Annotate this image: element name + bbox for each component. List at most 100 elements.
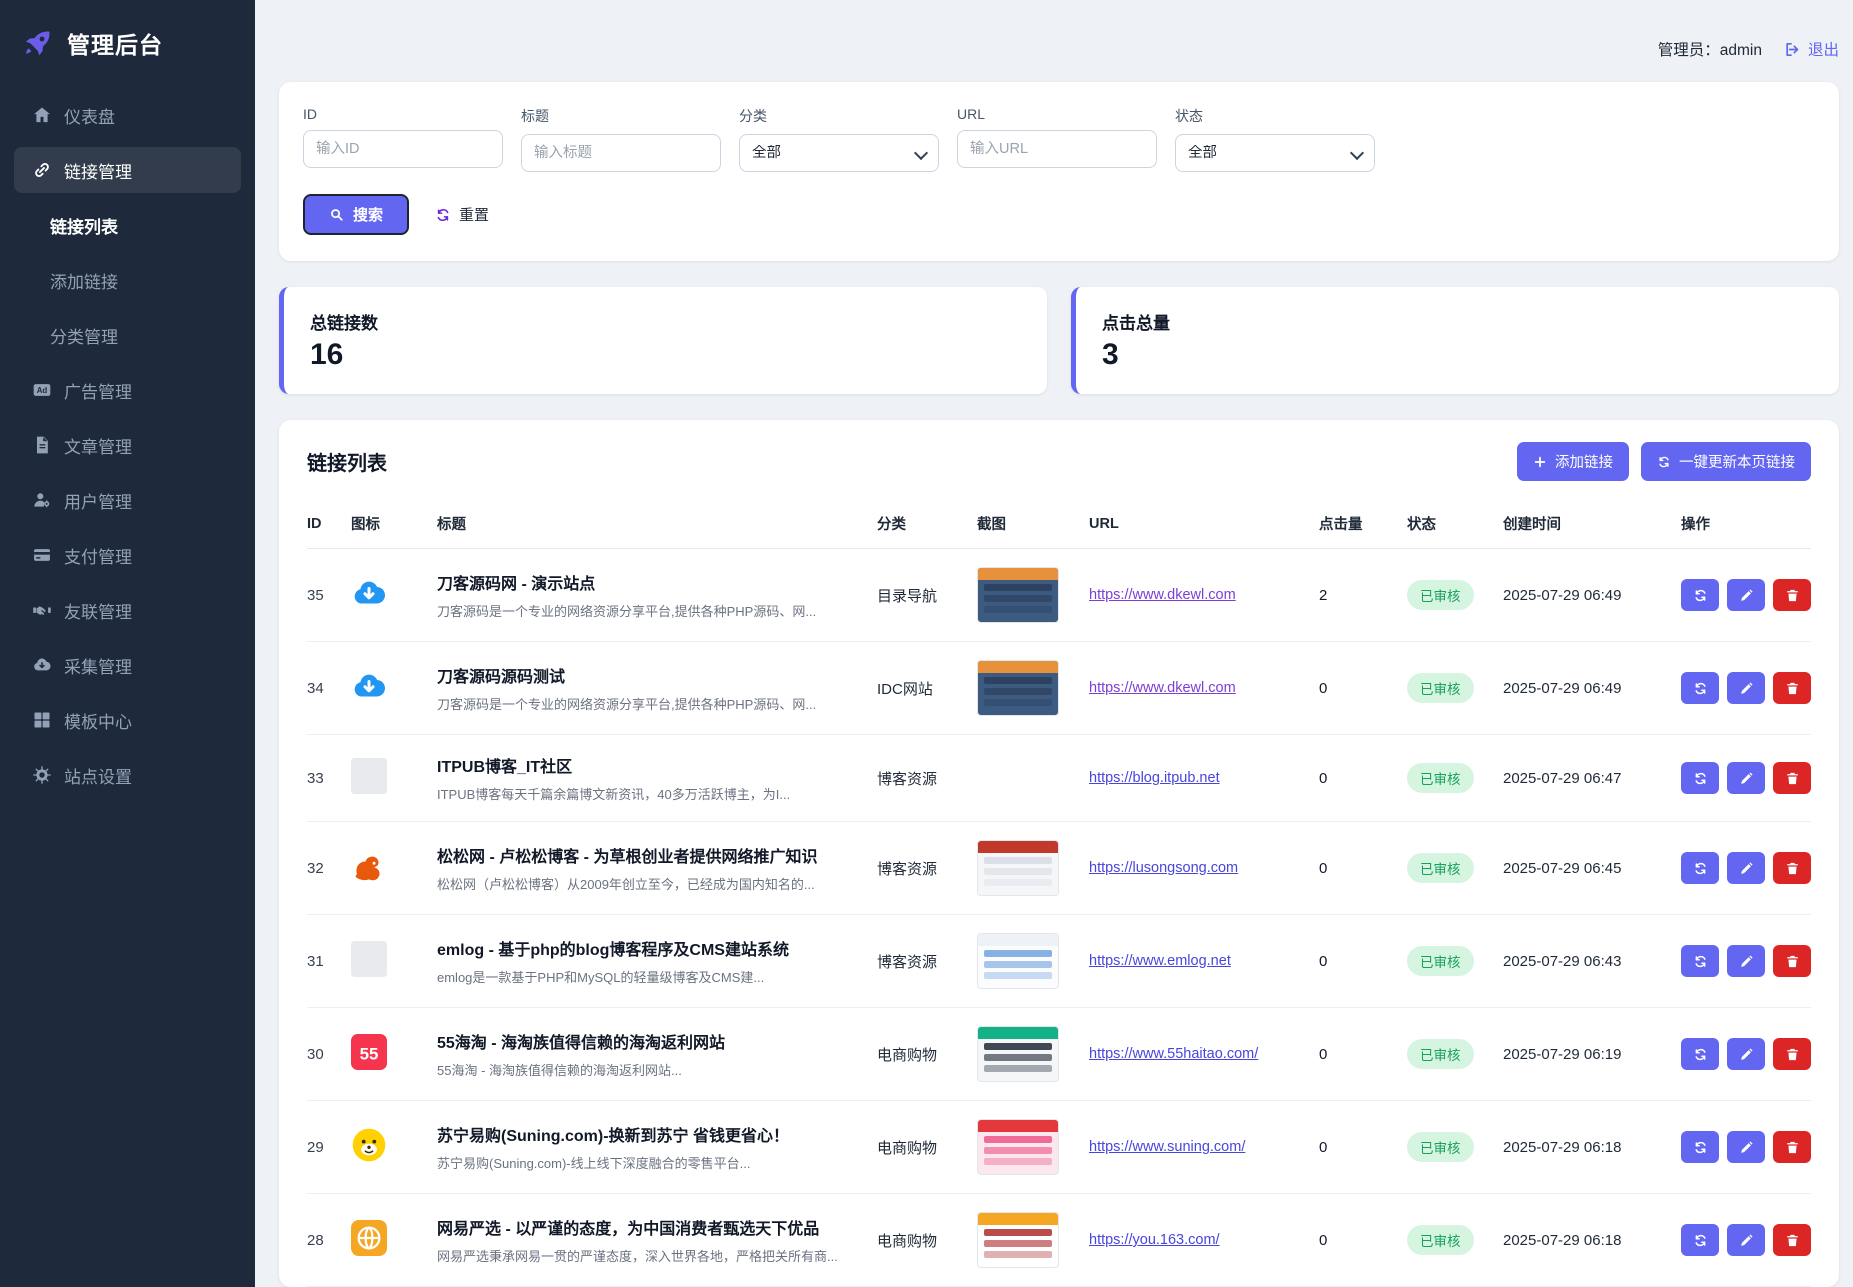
row-url-link[interactable]: https://www.suning.com/ bbox=[1089, 1139, 1246, 1155]
sidebar-item-label: 链接管理 bbox=[64, 162, 132, 182]
sidebar-item-collect[interactable]: 采集管理 bbox=[14, 642, 241, 688]
sidebar-item-label: 添加链接 bbox=[50, 272, 118, 292]
id-input[interactable] bbox=[303, 130, 503, 168]
delete-link-button[interactable] bbox=[1773, 852, 1811, 884]
url-input[interactable] bbox=[957, 130, 1157, 168]
row-subtitle: 松松网（卢松松博客）从2009年创立至今，已经成为国内知名的... bbox=[437, 877, 815, 892]
row-url-link[interactable]: https://www.dkewl.com bbox=[1089, 680, 1236, 696]
row-category: 博客资源 bbox=[877, 953, 938, 971]
row-screenshot-cell bbox=[977, 1026, 1089, 1082]
edit-link-button[interactable] bbox=[1727, 852, 1765, 884]
logout-label: 退出 bbox=[1807, 42, 1839, 59]
site-screenshot bbox=[977, 1026, 1059, 1082]
row-icon-cell bbox=[351, 1219, 437, 1261]
cloud-download-blue-icon bbox=[351, 575, 387, 611]
row-url-link[interactable]: https://blog.itpub.net bbox=[1089, 770, 1220, 786]
row-title: 网易严选 - 以严谨的态度，为中国消费者甄选天下优品 bbox=[437, 1221, 820, 1238]
logout-link[interactable]: 退出 bbox=[1784, 38, 1839, 60]
row-subtitle: emlog是一款基于PHP和MySQL的轻量级博客及CMS建... bbox=[437, 970, 765, 985]
trash-icon bbox=[1785, 954, 1800, 969]
edit-link-button[interactable] bbox=[1727, 1224, 1765, 1256]
row-url-link[interactable]: https://www.dkewl.com bbox=[1089, 587, 1236, 603]
status-badge: 已审核 bbox=[1407, 1132, 1474, 1162]
row-id: 33 bbox=[307, 769, 324, 787]
sidebar: 管理后台 仪表盘 链接管理 链接列表 添加链接 分类管理 Ad 广告管理 文章管理 用户管理 支付… bbox=[0, 0, 255, 1287]
sync-link-button[interactable] bbox=[1681, 852, 1719, 884]
row-subtitle: 55海淘 - 海淘族值得信赖的海淘返利网站... bbox=[437, 1063, 682, 1078]
edit-link-button[interactable] bbox=[1727, 672, 1765, 704]
suning-lion-icon bbox=[351, 1127, 387, 1163]
trash-icon bbox=[1785, 588, 1800, 603]
sidebar-item-link-list[interactable]: 链接列表 bbox=[14, 202, 241, 248]
edit-link-button[interactable] bbox=[1727, 945, 1765, 977]
row-icon-cell bbox=[351, 757, 437, 799]
sidebar-item-ads[interactable]: Ad 广告管理 bbox=[14, 367, 241, 413]
sidebar-item-payments[interactable]: 支付管理 bbox=[14, 532, 241, 578]
delete-link-button[interactable] bbox=[1773, 1131, 1811, 1163]
sidebar-item-friend-links[interactable]: 友联管理 bbox=[14, 587, 241, 633]
delete-link-button[interactable] bbox=[1773, 762, 1811, 794]
ad-icon: Ad bbox=[32, 380, 52, 400]
row-url-link[interactable]: https://www.55haitao.com/ bbox=[1089, 1046, 1259, 1062]
delete-link-button[interactable] bbox=[1773, 672, 1811, 704]
category-select[interactable]: 全部 bbox=[739, 134, 939, 172]
sync-link-button[interactable] bbox=[1681, 762, 1719, 794]
table-title: 链接列表 bbox=[307, 453, 387, 475]
status-select[interactable]: 全部 bbox=[1175, 134, 1375, 172]
sidebar-item-templates[interactable]: 模板中心 bbox=[14, 697, 241, 743]
edit-link-button[interactable] bbox=[1727, 1038, 1765, 1070]
row-category: 博客资源 bbox=[877, 860, 938, 878]
sidebar-item-site-settings[interactable]: 站点设置 bbox=[14, 752, 241, 798]
search-button[interactable]: 搜索 bbox=[303, 194, 410, 235]
sync-link-button[interactable] bbox=[1681, 1224, 1719, 1256]
sidebar-item-add-link[interactable]: 添加链接 bbox=[14, 257, 241, 303]
sidebar-item-categories[interactable]: 分类管理 bbox=[14, 312, 241, 358]
title-input[interactable] bbox=[521, 134, 721, 172]
edit-link-button[interactable] bbox=[1727, 762, 1765, 794]
cloud-download-blue-icon bbox=[351, 668, 387, 704]
row-url-cell: https://lusongsong.com bbox=[1089, 859, 1319, 877]
stat-value: 16 bbox=[310, 338, 344, 371]
filter-field-title: 标题 bbox=[521, 106, 721, 172]
delete-link-button[interactable] bbox=[1773, 579, 1811, 611]
site-screenshot bbox=[977, 933, 1059, 989]
add-link-button[interactable]: 添加链接 bbox=[1517, 442, 1629, 481]
row-title-cell: 刀客源码网 - 演示站点 刀客源码是一个专业的网络资源分享平台,提供各种PHP源码… bbox=[437, 570, 877, 620]
sync-link-button[interactable] bbox=[1681, 945, 1719, 977]
edit-link-button[interactable] bbox=[1727, 579, 1765, 611]
row-title-cell: 松松网 - 卢松松博客 - 为草根创业者提供网络推广知识 松松网（卢松松博客）从2… bbox=[437, 843, 877, 893]
row-actions bbox=[1681, 1224, 1811, 1256]
row-created-time: 2025-07-29 06:49 bbox=[1503, 586, 1622, 604]
sidebar-item-label: 仪表盘 bbox=[64, 107, 115, 127]
sidebar-item-articles[interactable]: 文章管理 bbox=[14, 422, 241, 468]
placeholder-icon bbox=[351, 940, 387, 977]
row-category: 电商购物 bbox=[877, 1139, 938, 1157]
row-url-link[interactable]: https://lusongsong.com bbox=[1089, 860, 1239, 876]
sync-link-button[interactable] bbox=[1681, 1131, 1719, 1163]
row-url-link[interactable]: https://you.163.com/ bbox=[1089, 1232, 1220, 1248]
row-title-cell: 苏宁易购(Suning.com)-换新到苏宁 省钱更省心！ 苏宁易购(Suning… bbox=[437, 1122, 877, 1172]
row-created-time: 2025-07-29 06:47 bbox=[1503, 769, 1622, 787]
update-page-links-button[interactable]: 一键更新本页链接 bbox=[1641, 442, 1811, 481]
sidebar-item-dashboard[interactable]: 仪表盘 bbox=[14, 92, 241, 138]
delete-link-button[interactable] bbox=[1773, 1224, 1811, 1256]
row-url-cell: https://www.dkewl.com bbox=[1089, 679, 1319, 697]
row-status-cell: 已审核 bbox=[1407, 673, 1503, 703]
sidebar-item-links[interactable]: 链接管理 bbox=[14, 147, 241, 193]
edit-link-button[interactable] bbox=[1727, 1131, 1765, 1163]
sidebar-item-users[interactable]: 用户管理 bbox=[14, 477, 241, 523]
row-url-link[interactable]: https://www.emlog.net bbox=[1089, 953, 1231, 969]
reset-button[interactable]: 重置 bbox=[435, 204, 489, 225]
sync-link-button[interactable] bbox=[1681, 672, 1719, 704]
column-header-3: 分类 bbox=[877, 517, 906, 533]
row-actions bbox=[1681, 579, 1811, 611]
sync-link-button[interactable] bbox=[1681, 579, 1719, 611]
placeholder-icon bbox=[351, 757, 387, 794]
globe-icon bbox=[351, 1219, 387, 1256]
category-select-wrap: 全部 bbox=[739, 134, 939, 172]
delete-link-button[interactable] bbox=[1773, 1038, 1811, 1070]
sync-link-button[interactable] bbox=[1681, 1038, 1719, 1070]
delete-link-button[interactable] bbox=[1773, 945, 1811, 977]
sync-icon bbox=[1693, 861, 1708, 876]
